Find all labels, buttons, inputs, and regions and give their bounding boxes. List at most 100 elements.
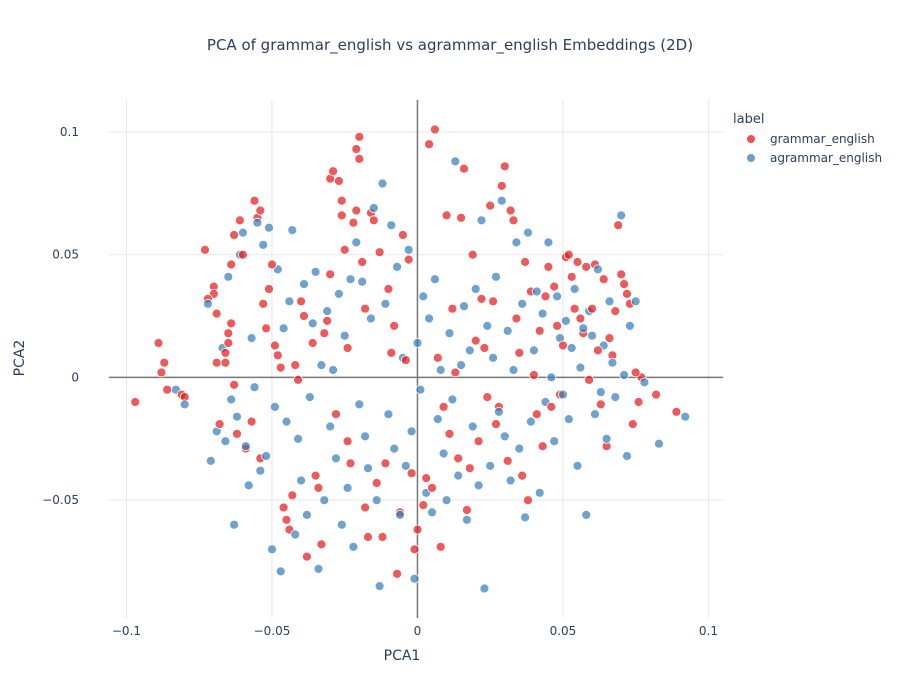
agrammar-english-point[interactable] (619, 370, 629, 380)
agrammar-english-point[interactable] (406, 426, 417, 437)
grammar-english-point[interactable] (496, 180, 507, 191)
grammar-english-point[interactable] (392, 568, 403, 579)
grammar-english-point[interactable] (552, 320, 562, 331)
grammar-english-point[interactable] (336, 210, 347, 221)
agrammar-english-point[interactable] (622, 451, 632, 461)
agrammar-english-point[interactable] (593, 264, 603, 275)
agrammar-english-point[interactable] (520, 512, 530, 523)
grammar-english-point[interactable] (229, 379, 240, 390)
agrammar-english-point[interactable] (630, 296, 641, 307)
agrammar-english-point[interactable] (415, 384, 426, 395)
agrammar-english-point[interactable] (179, 399, 190, 410)
grammar-english-point[interactable] (421, 473, 432, 484)
agrammar-english-point[interactable] (534, 487, 545, 498)
grammar-english-point[interactable] (339, 244, 350, 255)
grammar-english-point[interactable] (534, 325, 545, 336)
agrammar-english-point[interactable] (429, 274, 440, 285)
grammar-english-point[interactable] (322, 315, 333, 326)
agrammar-english-point[interactable] (287, 225, 298, 236)
grammar-english-point[interactable] (575, 313, 586, 324)
agrammar-english-point[interactable] (226, 394, 237, 405)
agrammar-english-point[interactable] (546, 372, 557, 383)
agrammar-english-point[interactable] (529, 345, 539, 356)
agrammar-english-point[interactable] (450, 156, 461, 167)
grammar-english-point[interactable] (569, 303, 580, 314)
grammar-english-point[interactable] (593, 345, 603, 356)
agrammar-english-point[interactable] (269, 401, 280, 412)
agrammar-english-point[interactable] (237, 227, 248, 238)
agrammar-english-point[interactable] (654, 438, 664, 449)
agrammar-english-point[interactable] (435, 365, 446, 375)
agrammar-english-point[interactable] (296, 475, 307, 486)
agrammar-english-point[interactable] (479, 583, 490, 594)
agrammar-english-point[interactable] (403, 244, 414, 255)
grammar-english-point[interactable] (619, 279, 629, 290)
grammar-english-point[interactable] (319, 328, 330, 339)
agrammar-english-point[interactable] (607, 357, 618, 368)
agrammar-english-point[interactable] (578, 323, 589, 334)
grammar-english-point[interactable] (470, 335, 481, 346)
grammar-english-point[interactable] (377, 532, 388, 542)
agrammar-english-point[interactable] (264, 222, 274, 233)
grammar-english-point[interactable] (354, 153, 365, 164)
agrammar-english-point[interactable] (281, 416, 292, 427)
grammar-english-point[interactable] (159, 357, 170, 368)
grammar-english-point[interactable] (627, 419, 638, 430)
agrammar-english-point[interactable] (473, 480, 484, 491)
grammar-english-point[interactable] (444, 428, 455, 439)
grammar-english-point[interactable] (511, 313, 522, 324)
grammar-english-point[interactable] (267, 259, 277, 270)
agrammar-english-point[interactable] (482, 320, 493, 331)
agrammar-english-point[interactable] (202, 298, 213, 309)
agrammar-english-point[interactable] (275, 566, 286, 577)
agrammar-english-point[interactable] (438, 448, 449, 459)
grammar-english-point[interactable] (630, 367, 641, 378)
agrammar-english-point[interactable] (424, 313, 435, 324)
agrammar-english-point[interactable] (444, 328, 455, 339)
agrammar-english-point[interactable] (307, 318, 318, 329)
agrammar-english-point[interactable] (511, 237, 522, 248)
agrammar-english-point[interactable] (543, 237, 554, 248)
agrammar-english-point[interactable] (339, 330, 350, 341)
agrammar-english-point[interactable] (290, 529, 301, 540)
agrammar-english-point[interactable] (523, 227, 533, 238)
agrammar-english-point[interactable] (232, 411, 242, 422)
agrammar-english-point[interactable] (581, 510, 592, 520)
grammar-english-point[interactable] (269, 340, 280, 351)
agrammar-english-point[interactable] (249, 382, 260, 393)
grammar-english-point[interactable] (508, 215, 519, 226)
agrammar-english-point[interactable] (243, 480, 254, 491)
grammar-english-point[interactable] (572, 257, 583, 267)
grammar-english-point[interactable] (374, 247, 385, 258)
agrammar-english-point[interactable] (549, 436, 560, 447)
agrammar-english-point[interactable] (625, 320, 635, 331)
agrammar-english-point[interactable] (258, 239, 269, 250)
agrammar-english-point[interactable] (293, 433, 304, 444)
agrammar-english-point[interactable] (220, 436, 231, 447)
agrammar-english-point[interactable] (587, 330, 597, 341)
agrammar-english-point[interactable] (400, 460, 411, 471)
agrammar-english-point[interactable] (461, 514, 472, 525)
grammar-english-point[interactable] (453, 453, 464, 464)
grammar-english-point[interactable] (220, 357, 231, 368)
agrammar-english-point[interactable] (252, 217, 263, 228)
grammar-english-point[interactable] (473, 436, 484, 447)
agrammar-english-point[interactable] (601, 433, 612, 444)
grammar-english-point[interactable] (237, 249, 248, 260)
agrammar-english-point[interactable] (371, 495, 382, 506)
grammar-english-point[interactable] (278, 502, 289, 513)
agrammar-english-point[interactable] (526, 416, 536, 427)
grammar-english-point[interactable] (310, 470, 321, 481)
grammar-english-point[interactable] (543, 261, 554, 272)
agrammar-english-point[interactable] (427, 507, 437, 518)
grammar-english-point[interactable] (549, 281, 560, 292)
agrammar-english-point[interactable] (590, 409, 600, 420)
grammar-english-point[interactable] (293, 374, 304, 385)
agrammar-english-point[interactable] (278, 323, 289, 334)
grammar-english-point[interactable] (162, 384, 173, 395)
agrammar-english-point[interactable] (316, 360, 327, 371)
grammar-english-point[interactable] (342, 436, 353, 447)
agrammar-english-point[interactable] (595, 387, 606, 398)
grammar-english-point[interactable] (633, 397, 644, 407)
grammar-english-point[interactable] (275, 362, 286, 373)
